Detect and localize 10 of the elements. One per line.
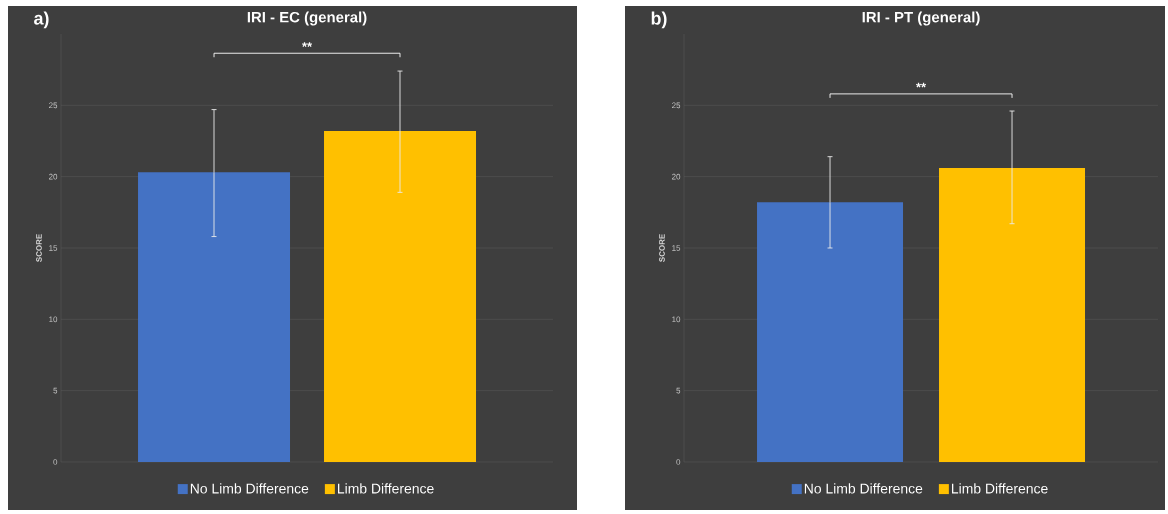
annotation: ** xyxy=(302,42,313,47)
annotation: ** xyxy=(916,82,927,88)
legend-label: Limb Difference xyxy=(338,483,434,494)
legend-label: No Limb Difference xyxy=(804,483,923,494)
text: a) xyxy=(34,11,49,29)
text: b) xyxy=(651,11,667,29)
chart-title: IRI - EC (general) xyxy=(247,11,367,26)
legend-label: No Limb Difference xyxy=(190,483,309,494)
chart-title: IRI - PT (general) xyxy=(862,11,980,26)
legend-label: Limb Difference xyxy=(952,483,1048,494)
